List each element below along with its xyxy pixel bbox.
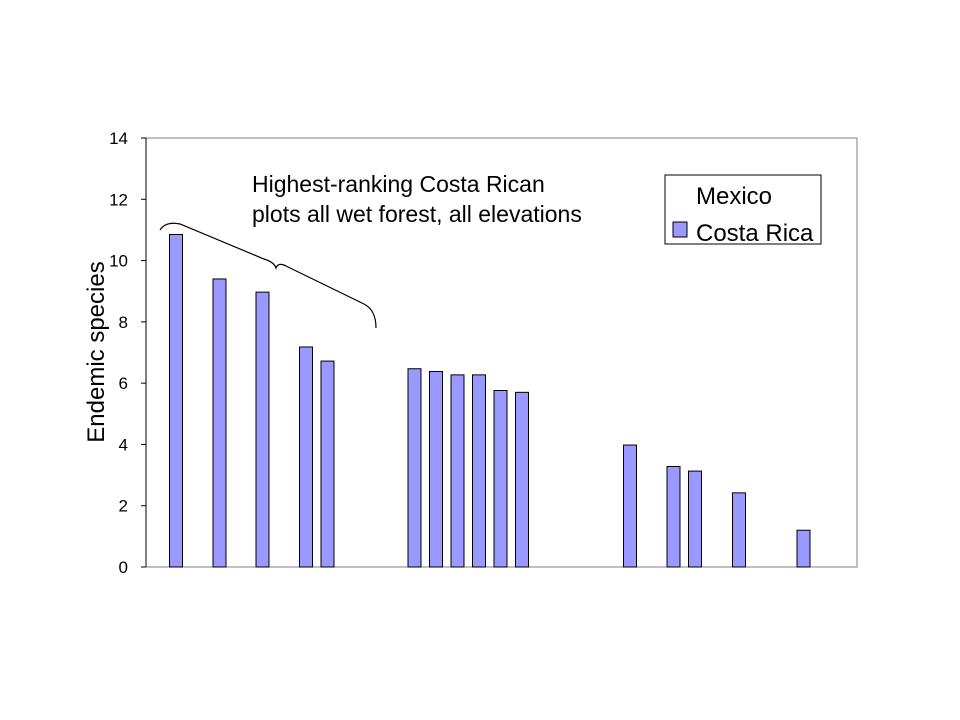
bar-costa-rica-16 — [796, 529, 811, 568]
bar-costa-rica-4 — [299, 346, 313, 568]
legend-label-costa-rica: Costa Rica — [696, 220, 814, 247]
bar-costa-rica-6 — [407, 368, 422, 568]
bar-costa-rica-8 — [450, 374, 465, 568]
annotation-line-2: plots all wet forest, all elevations — [252, 201, 582, 227]
annotation-brace — [159, 222, 377, 329]
bar-costa-rica-2 — [212, 278, 227, 568]
legend-swatch-costa-rica — [672, 221, 688, 238]
legend-box — [664, 174, 822, 245]
y-axis-title: Endemic species — [83, 261, 110, 442]
annotation-line-1: Highest-ranking Costa Rican — [252, 171, 545, 197]
bar-costa-rica-12 — [623, 444, 637, 568]
y-tick-label: 8 — [119, 313, 128, 332]
bar-costa-rica-3 — [255, 291, 270, 568]
y-tick-label: 6 — [119, 374, 128, 393]
legend: Mexico Costa Rica — [664, 174, 822, 247]
bar-costa-rica-10 — [493, 389, 508, 568]
y-axis-ticks: 0 2 4 6 8 10 12 14 — [109, 129, 146, 577]
legend-label-mexico: Mexico — [696, 183, 772, 210]
bar-costa-rica-1 — [169, 234, 183, 568]
bar-costa-rica-15 — [732, 492, 746, 568]
y-tick-label: 4 — [119, 435, 128, 454]
bar-costa-rica-14 — [688, 470, 702, 568]
bar-costa-rica-7 — [429, 370, 443, 568]
y-tick-label: 14 — [109, 129, 128, 148]
y-tick-label: 10 — [109, 252, 128, 271]
bars-group — [169, 234, 811, 568]
bar-costa-rica-5 — [320, 360, 335, 568]
y-tick-label: 2 — [119, 497, 128, 516]
bar-costa-rica-11 — [515, 391, 529, 568]
y-tick-label: 12 — [109, 190, 128, 209]
bar-costa-rica-9 — [472, 374, 486, 568]
y-tick-label: 0 — [119, 558, 128, 577]
bar-costa-rica-13 — [666, 465, 681, 568]
